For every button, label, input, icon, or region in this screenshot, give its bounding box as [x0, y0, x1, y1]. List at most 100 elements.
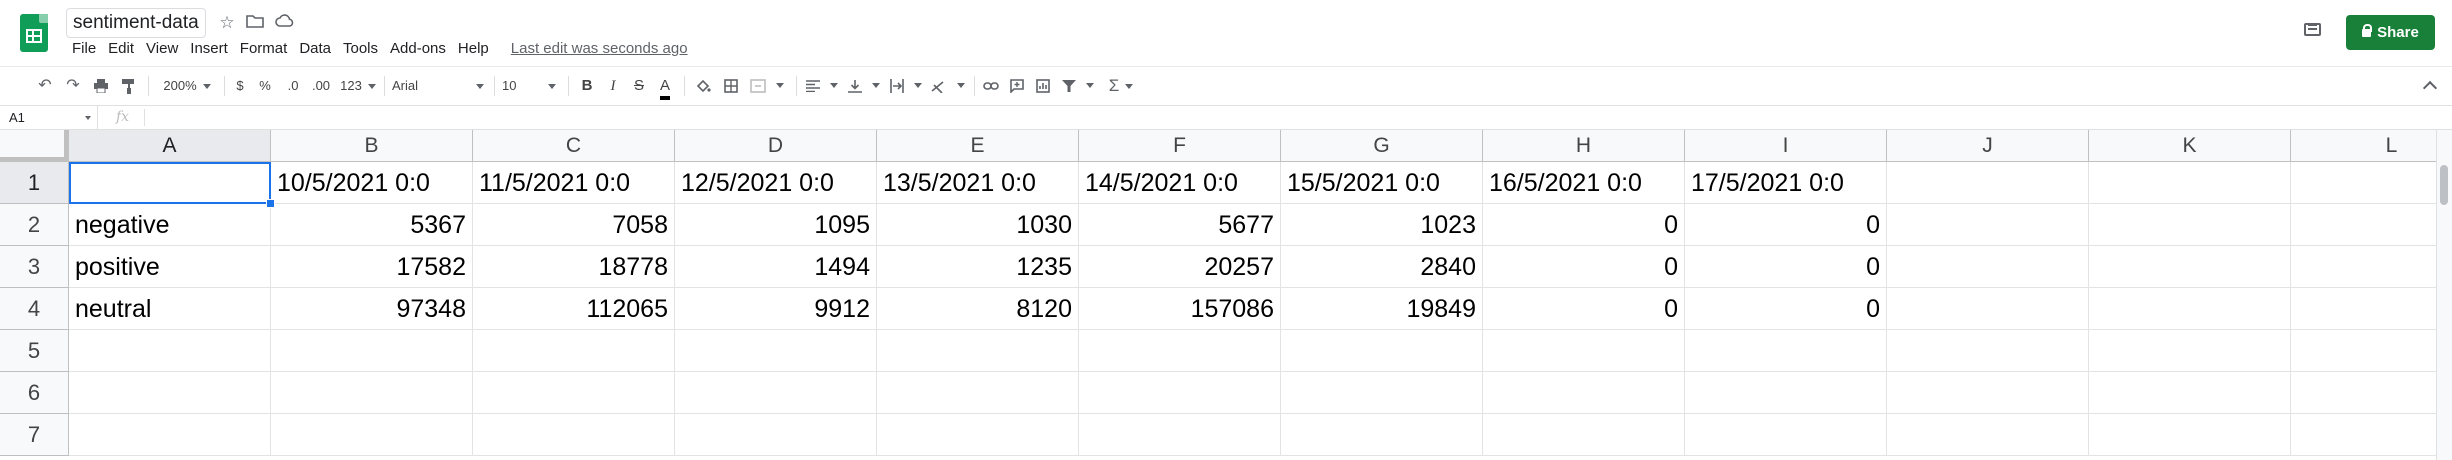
cell-f3[interactable]: 20257 [1079, 246, 1281, 288]
cell-l2[interactable] [2291, 204, 2436, 246]
cell-l1[interactable] [2291, 162, 2436, 204]
collapse-toolbar-icon[interactable] [2422, 78, 2438, 94]
merge-cells-icon[interactable] [746, 67, 788, 105]
cell-l6[interactable] [2291, 372, 2436, 414]
cell-e1[interactable]: 13/5/2021 0:0 [877, 162, 1079, 204]
vertical-scrollbar[interactable] [2436, 130, 2452, 460]
cell-k3[interactable] [2089, 246, 2291, 288]
menu-help[interactable]: Help [457, 40, 489, 57]
sheets-logo-icon[interactable] [20, 14, 48, 52]
cell-b2[interactable]: 5367 [271, 204, 473, 246]
cell-h1[interactable]: 16/5/2021 0:0 [1483, 162, 1685, 204]
cell-c6[interactable] [473, 372, 675, 414]
italic-button[interactable]: I [610, 78, 616, 94]
row-header-4[interactable]: 4 [0, 288, 69, 330]
cell-f6[interactable] [1079, 372, 1281, 414]
cell-b7[interactable] [271, 414, 473, 456]
cell-b3[interactable]: 17582 [271, 246, 473, 288]
cell-b1[interactable]: 10/5/2021 0:0 [271, 162, 473, 204]
vertical-align-icon[interactable] [846, 67, 882, 105]
text-rotation-icon[interactable] [930, 67, 966, 105]
cell-d3[interactable]: 1494 [675, 246, 877, 288]
column-header-a[interactable]: A [69, 130, 271, 162]
cell-i7[interactable] [1685, 414, 1887, 456]
cell-f2[interactable]: 5677 [1079, 204, 1281, 246]
insert-link-icon[interactable] [980, 67, 1002, 105]
horizontal-align-icon[interactable] [804, 67, 840, 105]
cell-k7[interactable] [2089, 414, 2291, 456]
cell-g7[interactable] [1281, 414, 1483, 456]
menu-edit[interactable]: Edit [108, 40, 135, 57]
cell-i3[interactable]: 0 [1685, 246, 1887, 288]
currency-format-button[interactable]: $ [236, 78, 244, 93]
cell-a6[interactable] [69, 372, 271, 414]
borders-icon[interactable] [720, 67, 742, 105]
cell-c5[interactable] [473, 330, 675, 372]
cell-c3[interactable]: 18778 [473, 246, 675, 288]
cell-g5[interactable] [1281, 330, 1483, 372]
menu-file[interactable]: File [72, 40, 97, 57]
column-header-f[interactable]: F [1079, 130, 1281, 162]
cell-f1[interactable]: 14/5/2021 0:0 [1079, 162, 1281, 204]
cell-k4[interactable] [2089, 288, 2291, 330]
cell-j7[interactable] [1887, 414, 2089, 456]
paint-format-icon[interactable] [118, 67, 140, 105]
cell-b5[interactable] [271, 330, 473, 372]
cell-f5[interactable] [1079, 330, 1281, 372]
cell-e2[interactable]: 1030 [877, 204, 1079, 246]
row-header-1[interactable]: 1 [0, 162, 69, 204]
cell-k1[interactable] [2089, 162, 2291, 204]
cell-f4[interactable]: 157086 [1079, 288, 1281, 330]
cell-i2[interactable]: 0 [1685, 204, 1887, 246]
cell-l5[interactable] [2291, 330, 2436, 372]
cell-d4[interactable]: 9912 [675, 288, 877, 330]
cell-k6[interactable] [2089, 372, 2291, 414]
column-header-h[interactable]: H [1483, 130, 1685, 162]
cell-a4[interactable]: neutral [69, 288, 271, 330]
fill-handle[interactable] [266, 199, 275, 208]
menu-data[interactable]: Data [299, 40, 331, 57]
cell-c4[interactable]: 112065 [473, 288, 675, 330]
document-title[interactable]: sentiment-data [66, 8, 206, 38]
cell-k2[interactable] [2089, 204, 2291, 246]
move-folder-icon[interactable] [244, 12, 266, 34]
cell-j6[interactable] [1887, 372, 2089, 414]
menu-addons[interactable]: Add-ons [390, 40, 446, 57]
menu-view[interactable]: View [146, 40, 179, 57]
percent-format-button[interactable]: % [259, 78, 271, 93]
font-family-select[interactable]: Arial [392, 67, 488, 105]
font-size-select[interactable]: 10 [502, 67, 560, 105]
insert-comment-icon[interactable] [1006, 67, 1028, 105]
cell-i5[interactable] [1685, 330, 1887, 372]
filter-icon[interactable] [1060, 67, 1096, 105]
row-header-3[interactable]: 3 [0, 246, 69, 288]
cell-d7[interactable] [675, 414, 877, 456]
row-header-2[interactable]: 2 [0, 204, 69, 246]
redo-icon[interactable]: ↷ [66, 77, 80, 94]
column-header-j[interactable]: J [1887, 130, 2089, 162]
cell-l4[interactable] [2291, 288, 2436, 330]
text-wrapping-icon[interactable] [888, 67, 924, 105]
cell-c1[interactable]: 11/5/2021 0:0 [473, 162, 675, 204]
increase-decimals-button[interactable]: .00 [311, 78, 331, 93]
cell-a1[interactable] [69, 162, 271, 204]
column-header-b[interactable]: B [271, 130, 473, 162]
cell-e7[interactable] [877, 414, 1079, 456]
cell-c7[interactable] [473, 414, 675, 456]
cell-d2[interactable]: 1095 [675, 204, 877, 246]
scrollbar-thumb[interactable] [2440, 165, 2448, 205]
cell-g4[interactable]: 19849 [1281, 288, 1483, 330]
select-all-corner[interactable] [0, 130, 69, 162]
cell-i6[interactable] [1685, 372, 1887, 414]
menu-tools[interactable]: Tools [343, 40, 379, 57]
row-header-6[interactable]: 6 [0, 372, 69, 414]
cell-g3[interactable]: 2840 [1281, 246, 1483, 288]
cell-h7[interactable] [1483, 414, 1685, 456]
column-header-k[interactable]: K [2089, 130, 2291, 162]
cell-i4[interactable]: 0 [1685, 288, 1887, 330]
cell-h5[interactable] [1483, 330, 1685, 372]
cell-b6[interactable] [271, 372, 473, 414]
cell-l7[interactable] [2291, 414, 2436, 456]
cell-g1[interactable]: 15/5/2021 0:0 [1281, 162, 1483, 204]
share-button[interactable]: Share [2346, 15, 2435, 50]
